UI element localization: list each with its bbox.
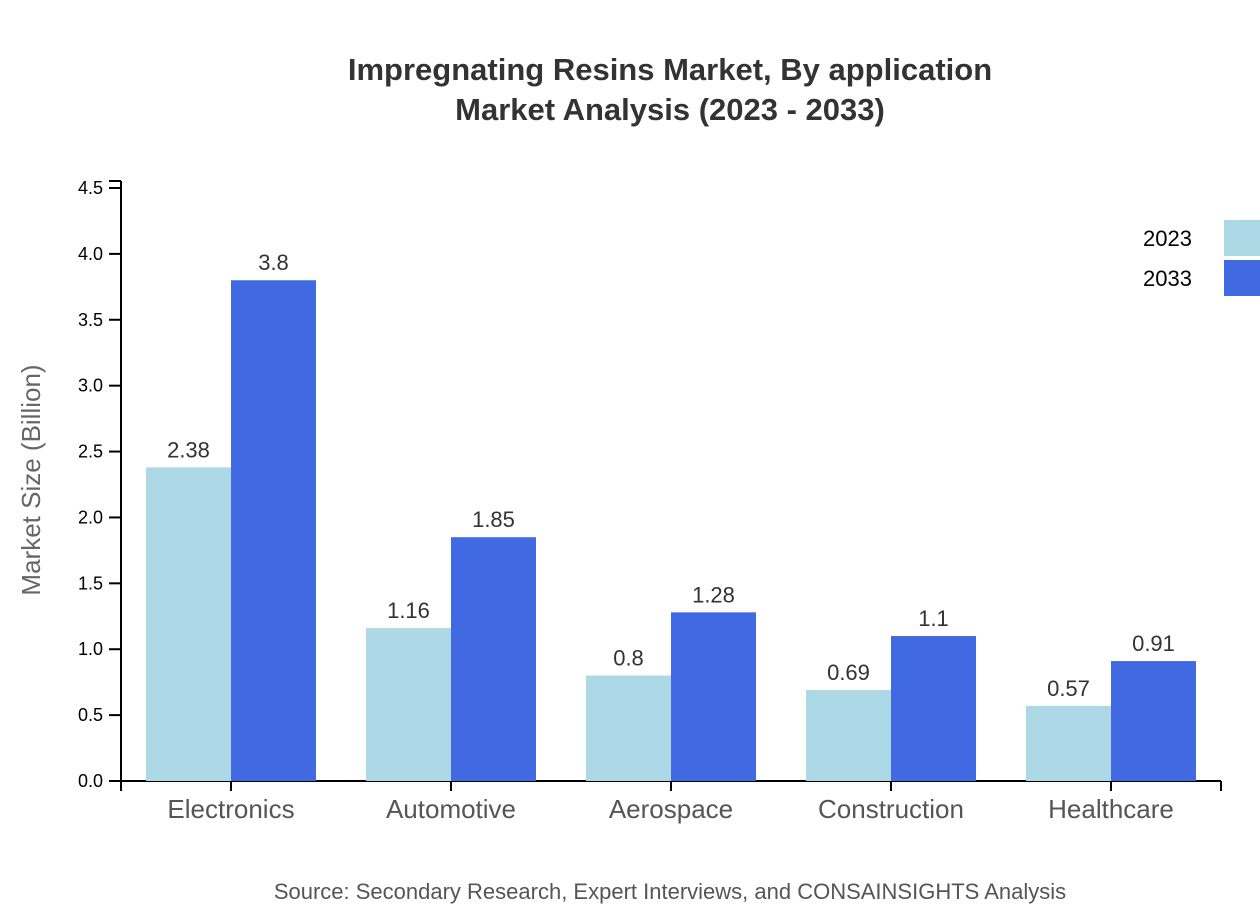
- bar-2033-automotive: [451, 537, 536, 781]
- data-label: 0.69: [827, 660, 870, 685]
- y-tick-label: 1.5: [78, 573, 103, 593]
- legend-swatch-2033: [1224, 260, 1260, 296]
- bar-2033-construction: [891, 636, 976, 781]
- chart-subtitle: Market Analysis (2023 - 2033): [455, 92, 885, 127]
- x-tick-label: Electronics: [167, 794, 294, 824]
- y-tick-label: 2.0: [78, 507, 103, 527]
- x-tick-label: Automotive: [386, 794, 516, 824]
- legend-label-2033: 2033: [1143, 266, 1192, 291]
- bar-2033-healthcare: [1111, 661, 1196, 781]
- bar-2023-automotive: [366, 628, 451, 781]
- data-label: 2.38: [167, 437, 210, 462]
- bar-2033-electronics: [231, 280, 316, 781]
- data-label: 1.16: [387, 598, 430, 623]
- data-label: 0.8: [613, 646, 644, 671]
- data-label: 0.57: [1047, 676, 1090, 701]
- bar-2023-healthcare: [1026, 705, 1111, 781]
- y-tick-label: 0.5: [78, 705, 103, 725]
- legend-label-2023: 2023: [1143, 226, 1192, 251]
- data-label: 3.8: [258, 250, 289, 275]
- y-tick-label: 0.0: [78, 771, 103, 791]
- bar-2023-aerospace: [586, 675, 671, 781]
- y-tick-label: 4.5: [78, 178, 103, 198]
- x-axis: Electronics Automotive Aerospace Constructi…: [120, 780, 1222, 824]
- data-labels: 2.38 3.8 1.16 1.85 0.8 1.28 0.69 1.1 0.57 0.91: [167, 250, 1175, 701]
- data-label: 1.1: [918, 606, 949, 631]
- data-label: 1.28: [692, 582, 735, 607]
- y-tick-label: 4.0: [78, 244, 103, 264]
- bar-2023-electronics: [146, 467, 231, 781]
- y-tick-label: 2.5: [78, 442, 103, 462]
- legend-swatch-2023: [1224, 220, 1260, 256]
- y-axis-label: Market Size (Billion): [16, 364, 46, 595]
- bar-2033-aerospace: [671, 612, 756, 781]
- data-label: 1.85: [472, 507, 515, 532]
- x-tick-label: Aerospace: [609, 794, 733, 824]
- x-tick-label: Healthcare: [1048, 794, 1174, 824]
- x-tick-label: Construction: [818, 794, 964, 824]
- bars: [146, 280, 1196, 781]
- chart-title: Impregnating Resins Market, By applicati…: [348, 52, 992, 87]
- data-label: 0.91: [1132, 631, 1175, 656]
- y-tick-label: 3.5: [78, 310, 103, 330]
- source-note: Source: Secondary Research, Expert Inter…: [274, 879, 1066, 904]
- legend: 2023 2033: [1143, 220, 1260, 296]
- y-tick-label: 1.0: [78, 639, 103, 659]
- bar-2023-construction: [806, 690, 891, 781]
- y-axis: 0.0 0.5 1.0 1.5 2.0 2.5 3.0 3.5 4.0 4.5: [78, 178, 122, 791]
- y-tick-label: 3.0: [78, 376, 103, 396]
